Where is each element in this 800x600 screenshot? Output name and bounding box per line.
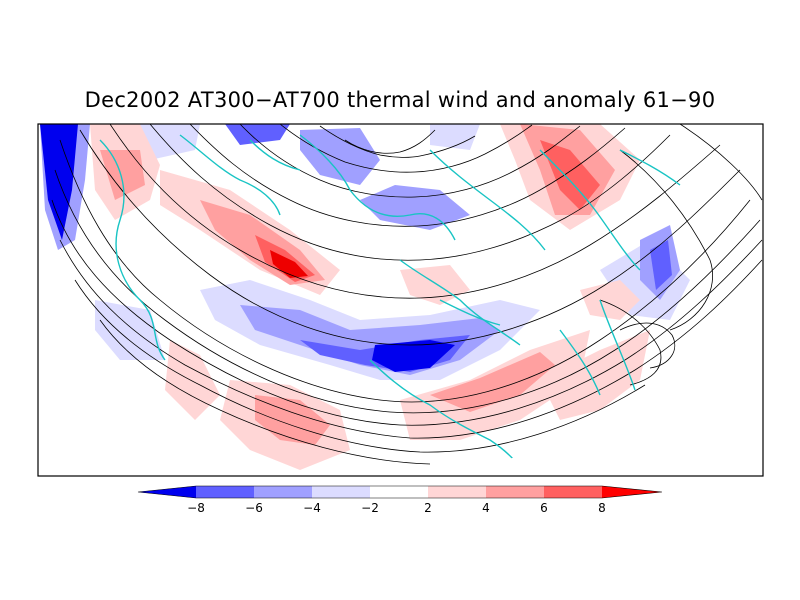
colorbar-box [196,486,254,498]
colorbar-box [428,486,486,498]
colorbar-label: 2 [424,501,432,515]
map-border [37,123,764,477]
colorbar-box [544,486,602,498]
colorbar-box [254,486,312,498]
colorbar-arrow-left [138,486,196,498]
anomaly-shading [38,124,763,470]
map-title: Dec2002 AT300−AT700 thermal wind and ano… [84,88,716,112]
colorbar-box [370,486,428,498]
coastlines [99,134,681,469]
colorbar-arrow-right [602,486,662,498]
colorbar-box [312,486,370,498]
colorbar-label: −8 [187,501,205,515]
colorbar-label: 4 [482,501,490,515]
colorbar-label: −2 [361,501,379,515]
colorbar-label: −4 [303,501,321,515]
colorbar-label: 6 [540,501,548,515]
colorbar-label: 8 [598,501,606,515]
colorbar-label: −6 [245,501,263,515]
colorbar: −8 −6 −4 −2 2 4 6 8 [137,485,663,515]
thermal-wind-streamlines [51,124,763,465]
colorbar-box [486,486,544,498]
